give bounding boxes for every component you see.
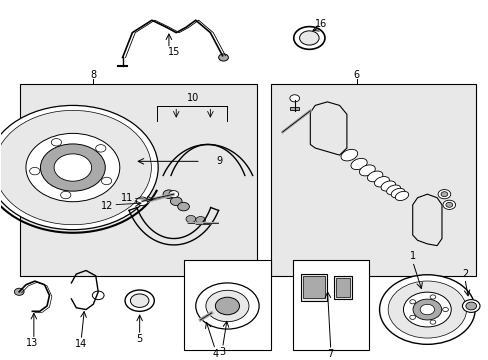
Circle shape — [168, 190, 178, 198]
Bar — [20, 84, 256, 276]
Circle shape — [14, 288, 24, 295]
Circle shape — [195, 283, 259, 329]
Bar — [290, 107, 299, 110]
Circle shape — [195, 216, 205, 224]
Circle shape — [293, 27, 325, 49]
Ellipse shape — [380, 181, 395, 191]
Circle shape — [437, 190, 450, 199]
Ellipse shape — [359, 165, 374, 176]
Text: 14: 14 — [75, 339, 87, 349]
Circle shape — [0, 105, 158, 230]
Circle shape — [403, 292, 450, 327]
Bar — [303, 276, 325, 298]
Circle shape — [130, 294, 149, 307]
Polygon shape — [412, 194, 441, 246]
Circle shape — [442, 307, 447, 312]
Circle shape — [379, 275, 474, 344]
Circle shape — [429, 320, 435, 324]
Circle shape — [0, 111, 151, 225]
Circle shape — [26, 133, 120, 202]
Circle shape — [136, 197, 148, 206]
Ellipse shape — [394, 191, 408, 201]
Circle shape — [412, 299, 441, 320]
Ellipse shape — [366, 171, 382, 182]
Circle shape — [101, 177, 111, 185]
Text: 7: 7 — [327, 349, 333, 359]
Text: 2: 2 — [461, 269, 467, 279]
Circle shape — [387, 281, 466, 338]
Text: 11: 11 — [121, 193, 133, 203]
Text: 4: 4 — [212, 349, 218, 359]
Circle shape — [41, 144, 105, 191]
Text: 13: 13 — [26, 338, 39, 348]
Circle shape — [30, 167, 40, 175]
Circle shape — [163, 190, 174, 198]
Circle shape — [92, 291, 104, 300]
Circle shape — [419, 304, 434, 315]
Circle shape — [462, 300, 479, 312]
Circle shape — [429, 295, 435, 299]
Circle shape — [299, 31, 319, 45]
Circle shape — [61, 191, 71, 199]
Text: 5: 5 — [136, 334, 142, 344]
Bar — [300, 274, 327, 301]
Ellipse shape — [390, 188, 404, 198]
Circle shape — [54, 154, 91, 181]
Circle shape — [96, 145, 106, 152]
Text: 9: 9 — [216, 156, 222, 166]
Circle shape — [170, 197, 182, 206]
Circle shape — [442, 200, 455, 210]
Circle shape — [289, 95, 299, 102]
Text: 1: 1 — [409, 251, 415, 261]
Circle shape — [185, 216, 195, 222]
Circle shape — [205, 290, 248, 322]
Bar — [271, 84, 475, 276]
Bar — [293, 260, 368, 350]
Text: 10: 10 — [187, 93, 199, 103]
Text: 15: 15 — [167, 47, 180, 57]
Text: 3: 3 — [219, 347, 225, 357]
Circle shape — [177, 202, 189, 211]
Ellipse shape — [350, 158, 366, 170]
Ellipse shape — [340, 149, 357, 161]
Circle shape — [215, 297, 239, 315]
Bar — [333, 276, 351, 299]
Circle shape — [409, 315, 415, 319]
Text: 6: 6 — [353, 70, 359, 80]
Circle shape — [445, 202, 452, 207]
Circle shape — [51, 139, 61, 146]
Bar — [335, 278, 349, 297]
Ellipse shape — [386, 185, 400, 195]
Circle shape — [440, 192, 447, 197]
Circle shape — [218, 54, 228, 61]
Text: 12: 12 — [101, 201, 113, 211]
Circle shape — [409, 300, 415, 304]
Text: 8: 8 — [90, 70, 96, 80]
Polygon shape — [310, 102, 346, 155]
Circle shape — [125, 290, 154, 311]
Circle shape — [465, 302, 476, 310]
Text: 16: 16 — [315, 19, 327, 29]
Ellipse shape — [374, 176, 389, 187]
Bar — [183, 260, 271, 350]
